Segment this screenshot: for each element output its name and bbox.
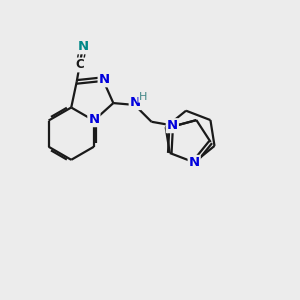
Text: H: H bbox=[139, 92, 147, 102]
Text: C: C bbox=[76, 58, 84, 71]
Text: N: N bbox=[167, 119, 178, 132]
Text: N: N bbox=[88, 113, 99, 126]
Text: N: N bbox=[99, 73, 110, 86]
Text: N: N bbox=[77, 40, 88, 53]
Text: N: N bbox=[130, 96, 141, 109]
Text: N: N bbox=[189, 156, 200, 169]
